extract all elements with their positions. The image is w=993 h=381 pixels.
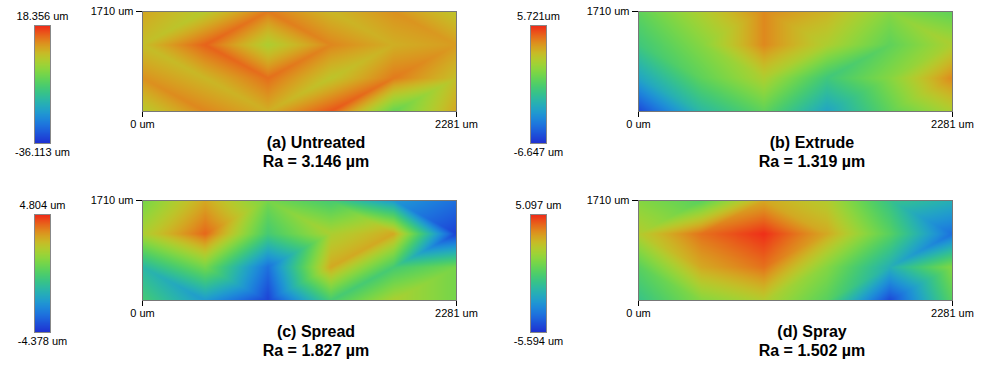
svg-text:0 um: 0 um (130, 307, 154, 319)
svg-text:2281 um: 2281 um (931, 118, 974, 130)
svg-text:-5.594 um: -5.594 um (514, 335, 564, 347)
svg-text:2281 um: 2281 um (931, 307, 974, 319)
html-text:(d) Spray: (d) Spray (777, 323, 847, 340)
html-text:Ra = 3.146 µm: Ra = 3.146 µm (262, 153, 370, 170)
html-text:(b) Extrude: (b) Extrude (769, 134, 855, 151)
svg-text:1710 um: 1710 um (587, 194, 630, 206)
html-text:Ra = 1.827 µm: Ra = 1.827 µm (262, 342, 370, 359)
svg-text:5.097 um: 5.097 um (516, 199, 562, 211)
svg-text:1710 um: 1710 um (587, 5, 630, 17)
svg-text:0 um: 0 um (130, 118, 154, 130)
svg-text:2281 um: 2281 um (435, 118, 478, 130)
html-text:(a) Untreated: (a) Untreated (266, 134, 366, 151)
svg-text:-6.647 um: -6.647 um (514, 146, 564, 158)
svg-text:1710 um: 1710 um (91, 194, 134, 206)
html-text:Ra = 1.319 µm: Ra = 1.319 µm (758, 153, 866, 170)
html-text:(c) Spread: (c) Spread (276, 323, 356, 340)
svg-text:2281 um: 2281 um (435, 307, 478, 319)
svg-text:0 um: 0 um (626, 307, 650, 319)
svg-text:4.804 um: 4.804 um (20, 199, 66, 211)
svg-text:-36.113 um: -36.113 um (15, 146, 70, 158)
html-text:Ra = 1.502 µm: Ra = 1.502 µm (758, 342, 866, 359)
svg-text:5.721um: 5.721um (517, 10, 560, 22)
svg-text:1710 um: 1710 um (91, 5, 134, 17)
svg-text:-4.378 um: -4.378 um (18, 335, 68, 347)
svg-text:0 um: 0 um (626, 118, 650, 130)
svg-text:18.356 um: 18.356 um (17, 10, 69, 22)
